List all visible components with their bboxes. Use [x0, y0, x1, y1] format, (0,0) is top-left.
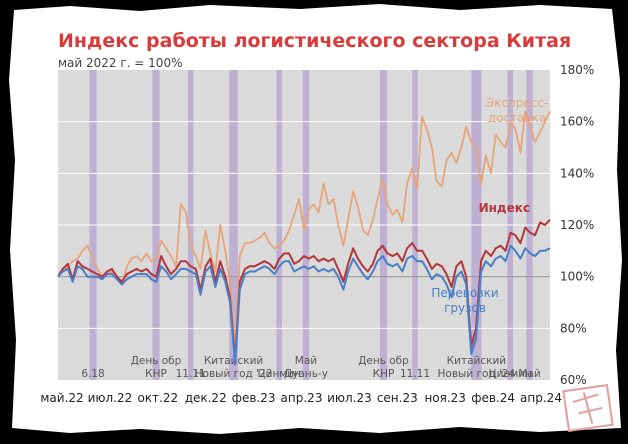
- y-tick-label: 60%: [560, 373, 587, 387]
- holiday-label: КНР: [145, 368, 167, 380]
- series-label-freight: Перевозки: [431, 286, 498, 300]
- holiday-label: День обр: [358, 355, 409, 367]
- x-tick-label: июл.22: [88, 391, 133, 405]
- holiday-label: Китайский: [204, 355, 263, 367]
- holiday-label: Китайский: [447, 355, 506, 367]
- y-tick-label: 140%: [560, 166, 594, 180]
- x-tick-label: апр.23: [281, 391, 323, 405]
- chart-title: Индекс работы логистического сектора Кит…: [58, 30, 571, 52]
- series-label-express: Экспресс-: [486, 96, 549, 110]
- x-axis-ticks: май.22 июл.22 окт.22 дек.22 фев.23 апр.23 июл.…: [40, 391, 562, 405]
- x-tick-label: окт.22: [137, 391, 178, 405]
- red-seal-stamp: [562, 384, 614, 432]
- series-label-freight: грузов: [444, 301, 486, 315]
- holiday-label: 11.11: [400, 368, 430, 380]
- x-tick-label: июл.23: [327, 391, 372, 405]
- x-tick-label: дек.22: [185, 391, 227, 405]
- y-tick-label: 160%: [560, 115, 594, 129]
- holiday-label: Дуань-у: [284, 368, 328, 380]
- series-label-express: доставка: [488, 111, 546, 125]
- holiday-label: Май: [518, 368, 540, 380]
- y-axis-ticks: 60% 80% 100% 120% 140% 160% 180%: [560, 63, 594, 387]
- series-line-express: [57, 110, 551, 350]
- series-lines: [57, 110, 551, 366]
- holiday-label: День обр: [131, 355, 182, 367]
- x-tick-label: апр.24: [520, 391, 562, 405]
- series-label-index: Индекс: [479, 201, 530, 215]
- holiday-label: 11.11: [176, 368, 206, 380]
- x-tick-label: май.22: [40, 391, 83, 405]
- holiday-label: Цинмин: [489, 368, 532, 380]
- y-tick-label: 80%: [560, 321, 587, 335]
- grid-lines: [58, 121, 550, 329]
- x-tick-label: фев.24: [471, 391, 515, 405]
- y-tick-label: 180%: [560, 63, 594, 77]
- holiday-label: Цинмин: [257, 368, 300, 380]
- holiday-label: КНР: [373, 368, 395, 380]
- x-tick-label: сен.23: [377, 391, 418, 405]
- y-tick-label: 100%: [560, 270, 594, 284]
- x-tick-label: ноя.23: [424, 391, 466, 405]
- x-tick-label: фев.23: [232, 391, 276, 405]
- chart-subtitle: май 2022 г. = 100%: [58, 56, 182, 70]
- holiday-label: 6.18: [81, 368, 104, 380]
- y-tick-label: 120%: [560, 218, 594, 232]
- series-line-freight: [57, 244, 551, 366]
- holiday-label: Новый год '24: [438, 368, 516, 380]
- holiday-label: Новый год '23: [195, 368, 273, 380]
- holiday-label: Май: [295, 355, 317, 367]
